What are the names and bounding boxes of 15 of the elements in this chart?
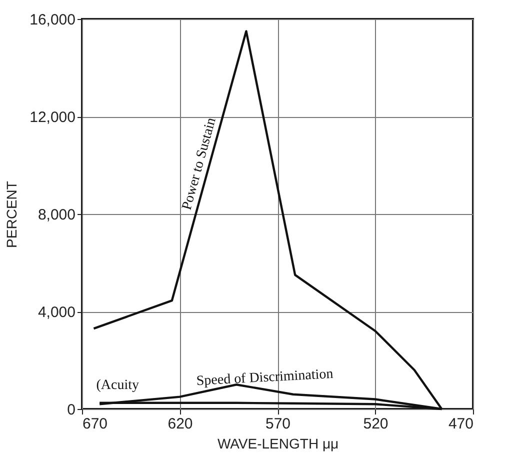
- x-tick-label: 670: [82, 416, 108, 432]
- series-label: (Acuity: [96, 378, 139, 393]
- text: Power to Sustain: [180, 116, 220, 212]
- x-tick-label: 620: [168, 416, 193, 432]
- x-tick-label: 570: [265, 416, 291, 432]
- y-tick-label: 4,000: [38, 304, 76, 321]
- x-tick-label: 470: [448, 416, 474, 432]
- y-tick-label: 16,000: [30, 12, 76, 28]
- y-axis-title: PERCENT: [4, 180, 20, 248]
- y-tick-label: 0: [67, 402, 76, 418]
- y-tick-label: 12,000: [30, 109, 76, 126]
- y-tick-label: 8,000: [38, 206, 76, 224]
- x-axis-title: WAVE-LENGTH μμ: [217, 436, 339, 452]
- x-tick-label: 520: [363, 416, 388, 432]
- series-label: Speed of Discrimination: [196, 366, 334, 390]
